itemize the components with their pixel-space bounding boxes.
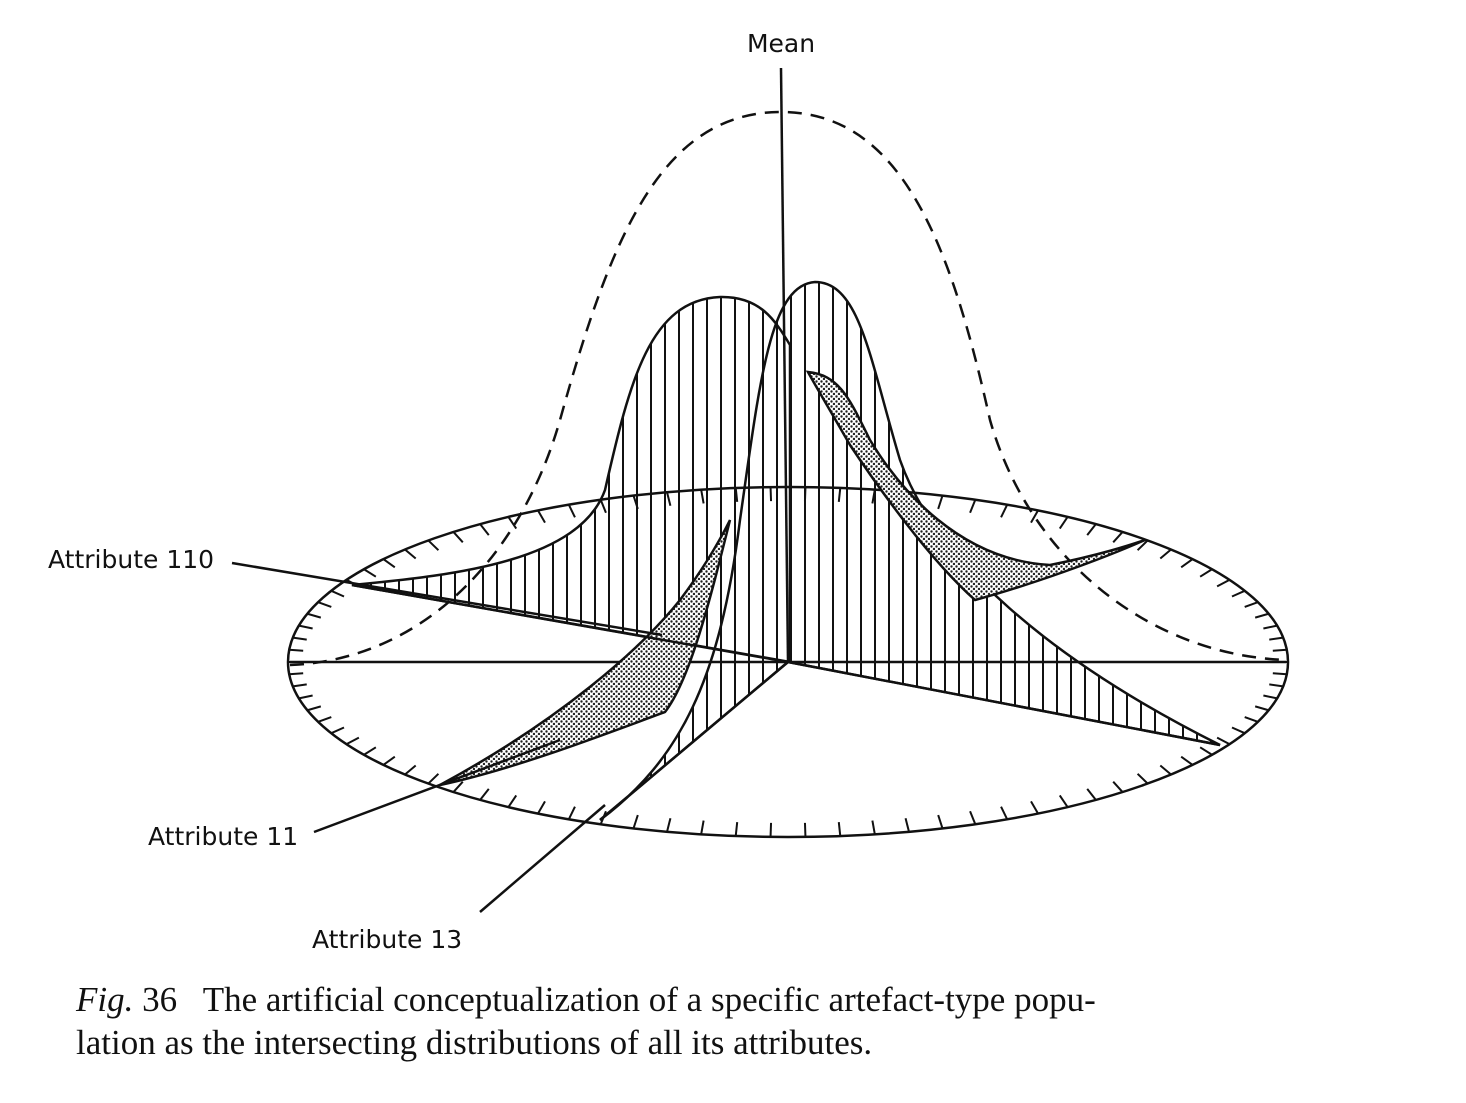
tick-mark [1000,806,1009,820]
attribute-11-label: Attribute 11 [148,822,298,851]
wedge-edge-front [599,661,789,821]
tick-mark [1086,788,1097,801]
tick-mark [1244,601,1259,608]
attribute-11-leader [313,738,561,834]
ellipse-tick-marks [288,487,1288,837]
tick-mark [507,794,518,808]
tick-mark [479,788,490,801]
mean-axis [779,67,790,663]
tick-mark [1263,624,1278,630]
tick-mark [871,820,876,835]
tick-mark [346,736,360,746]
tick-mark [1263,694,1278,700]
tick-mark [289,672,304,676]
tick-mark [317,601,332,608]
tick-mark [1231,589,1246,598]
tick-mark [507,516,518,530]
attribute-110-distribution [351,295,792,664]
tick-mark [1180,755,1194,766]
tick-mark [298,694,313,700]
tick-mark [837,822,842,837]
tick-mark [452,531,464,544]
tick-mark [1136,539,1149,551]
tick-mark [537,509,546,524]
tick-mark [1112,780,1124,793]
tick-mark [969,810,977,825]
tick-mark [1272,648,1287,652]
tick-mark [1180,558,1194,569]
tick-mark [1254,612,1269,619]
wedge-edge-back [351,583,789,664]
tick-mark [330,589,345,598]
tick-mark [1231,726,1246,735]
tick-mark [1269,683,1284,688]
tick-mark [363,568,377,578]
tick-mark [567,504,576,518]
tick-mark [1159,548,1172,560]
tick-mark [452,780,464,793]
tick-mark [1272,672,1287,676]
caption-line-2: lation as the intersecting distributions… [76,1023,873,1062]
caption-fig-word: Fig. [76,980,134,1019]
tick-mark [404,548,417,560]
tick-mark [1216,578,1230,588]
tick-mark [427,773,440,785]
tick-mark [937,495,944,510]
tick-mark [1030,509,1039,524]
attribute-13-label: Attribute 13 [312,925,462,954]
overall-distribution-curve [289,110,1287,667]
attribute-13-leader [479,804,606,913]
tick-mark [1000,504,1009,518]
tick-mark [1159,764,1172,776]
tick-mark [1216,736,1230,746]
tick-mark [1244,716,1259,723]
tick-mark [1030,800,1039,815]
tick-mark [404,764,417,776]
tick-mark [937,814,944,829]
tick-mark [1269,636,1284,641]
attribute-110-leader [231,561,663,637]
tick-mark [537,800,546,815]
attribute-11-band-right [805,370,1146,602]
tick-mark [382,558,396,569]
caption-fig-number: 36 [142,980,178,1019]
tick-mark [969,499,977,514]
figure-caption: Fig. 36 The artificial conceptualization… [76,978,1376,1064]
wedge-edge-right [787,660,1221,747]
tick-mark [427,539,440,551]
tick-mark [904,817,910,833]
mean-label: Mean [747,29,815,58]
tick-mark [292,636,307,641]
tick-mark [1254,705,1269,712]
tick-mark [1112,531,1124,544]
tick-mark [1199,746,1213,756]
attribute-11-band-left [439,519,732,787]
tick-mark [363,746,377,756]
tick-mark [666,817,672,833]
tick-mark [479,523,490,536]
tick-mark [734,822,739,837]
tick-mark [289,648,304,652]
tick-mark [330,726,345,735]
tick-mark [1199,568,1213,578]
attribute-110-label: Attribute 110 [48,545,214,574]
tick-mark [317,716,332,723]
tick-mark [567,806,576,820]
tick-mark [382,755,396,766]
caption-line-1: The artificial conceptualization of a sp… [202,980,1096,1019]
tick-mark [1058,516,1069,530]
tick-mark [307,705,322,712]
tick-mark [700,820,705,835]
tick-mark [307,612,322,619]
tick-mark [1086,523,1097,536]
tick-mark [632,814,639,829]
tick-mark [1136,773,1149,785]
tick-mark [1058,794,1069,808]
tick-mark [298,624,313,630]
tick-mark [292,683,307,688]
